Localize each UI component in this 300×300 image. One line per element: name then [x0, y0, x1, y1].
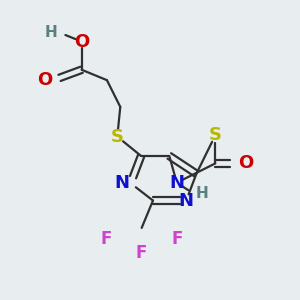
Text: N: N: [179, 191, 194, 209]
Text: N: N: [114, 174, 129, 192]
Text: F: F: [101, 230, 112, 248]
Text: O: O: [37, 71, 52, 89]
Text: O: O: [238, 154, 253, 172]
Text: N: N: [169, 174, 184, 192]
Text: H: H: [195, 186, 208, 201]
Text: S: S: [209, 126, 222, 144]
Text: F: F: [136, 244, 147, 262]
Text: H: H: [45, 25, 58, 40]
Text: F: F: [171, 230, 182, 248]
Text: O: O: [74, 32, 89, 50]
Text: S: S: [111, 128, 124, 146]
